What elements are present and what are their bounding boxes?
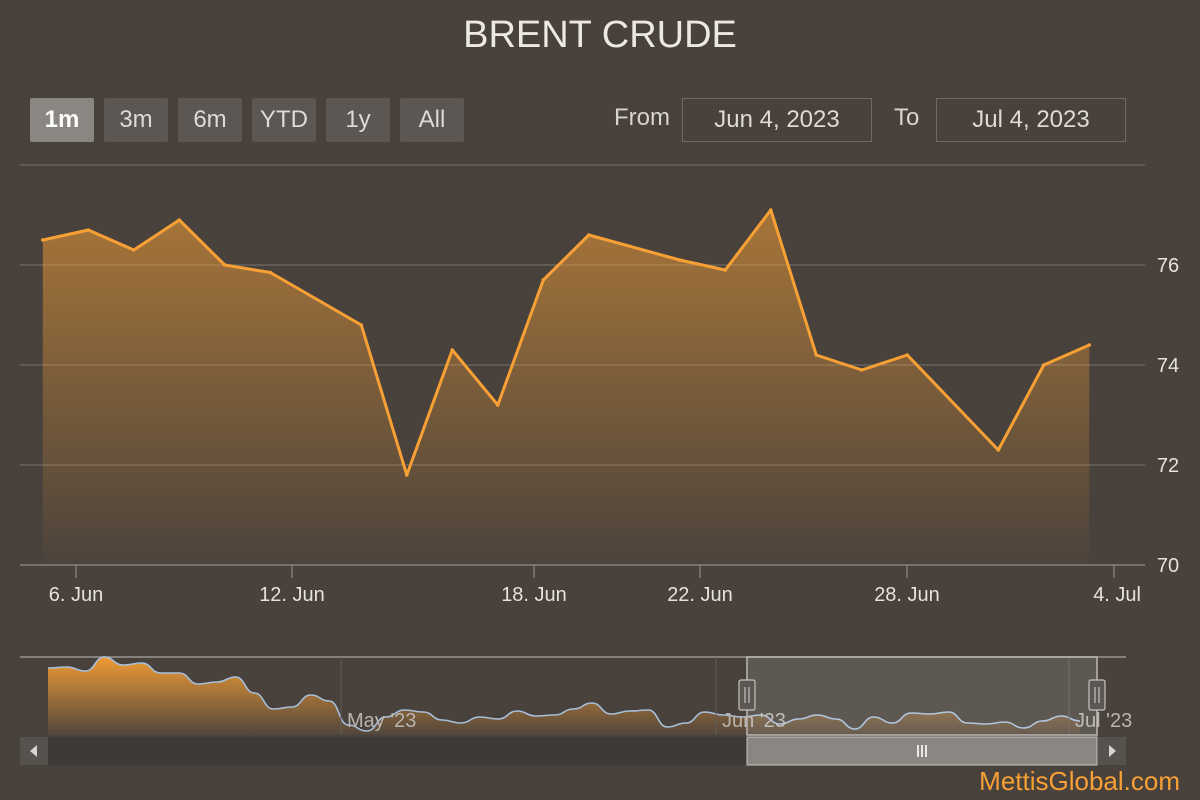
data-point — [86, 228, 91, 232]
from-date-input[interactable]: Jun 4, 2023 — [682, 98, 872, 142]
data-point — [541, 278, 546, 282]
data-point — [677, 258, 682, 262]
x-tick-label: 18. Jun — [501, 584, 567, 606]
data-point — [404, 473, 409, 477]
price-area — [42, 210, 1090, 565]
y-tick-label: 74 — [1157, 355, 1179, 377]
data-point — [586, 233, 591, 237]
to-label: To — [894, 104, 920, 131]
range-button-3m[interactable]: 3m — [104, 98, 168, 142]
data-point — [177, 218, 182, 222]
data-point — [996, 448, 1001, 452]
x-tick-label: 22. Jun — [667, 584, 733, 606]
data-point — [40, 238, 45, 242]
data-point — [768, 208, 773, 212]
credit-link[interactable]: MettisGlobal.com — [979, 766, 1180, 796]
y-tick-label: 76 — [1157, 255, 1179, 277]
data-point — [723, 268, 728, 272]
from-label: From — [614, 104, 670, 131]
navigator-label: Jul '23 — [1075, 710, 1132, 732]
range-button-1m[interactable]: 1m — [30, 98, 94, 142]
y-tick-label: 70 — [1157, 555, 1179, 577]
data-point — [859, 368, 864, 372]
data-point — [814, 353, 819, 357]
data-point — [1087, 343, 1092, 347]
chevron-left-icon — [30, 745, 37, 757]
navigator-line — [47, 656, 1081, 732]
grip-icon — [917, 745, 927, 757]
data-point — [222, 263, 227, 267]
data-point — [450, 348, 455, 352]
navigator-selection[interactable] — [746, 656, 1098, 736]
data-point — [495, 403, 500, 407]
y-tick-label: 72 — [1157, 455, 1179, 477]
navigator-label: May '23 — [347, 710, 416, 732]
x-tick-label: 12. Jun — [259, 584, 325, 606]
data-point — [131, 248, 136, 252]
range-button-all[interactable]: All — [400, 98, 464, 142]
navigator-left-handle[interactable] — [738, 679, 756, 711]
data-point — [1041, 363, 1046, 367]
data-point — [359, 323, 364, 327]
range-button-1y[interactable]: 1y — [326, 98, 390, 142]
x-tick-label: 28. Jun — [874, 584, 940, 606]
range-button-6m[interactable]: 6m — [178, 98, 242, 142]
x-tick-label: 6. Jun — [49, 584, 103, 606]
range-button-ytd[interactable]: YTD — [252, 98, 316, 142]
chart-title: BRENT CRUDE — [463, 14, 737, 56]
navigator-right-handle[interactable] — [1088, 679, 1106, 711]
navigator-label: Jun '23 — [722, 710, 786, 732]
data-point — [268, 270, 273, 275]
x-tick-label: 4. Jul — [1093, 584, 1141, 606]
data-point — [905, 353, 910, 357]
to-date-input[interactable]: Jul 4, 2023 — [936, 98, 1126, 142]
chevron-right-icon — [1109, 745, 1116, 757]
